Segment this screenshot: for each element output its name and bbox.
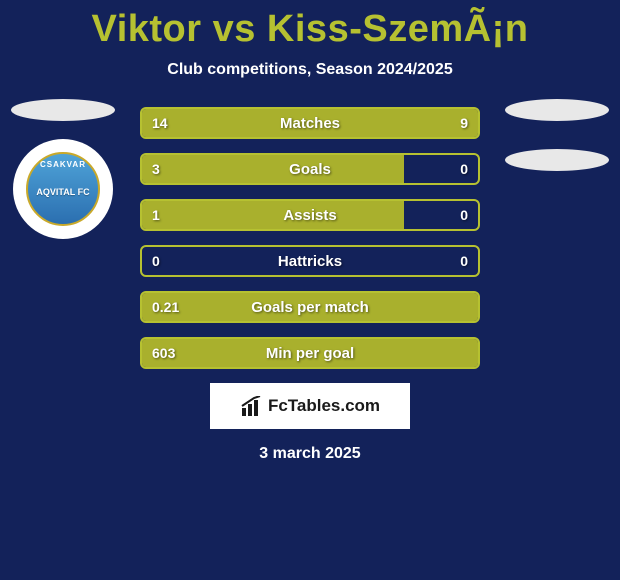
content-area: CSAKVAR AQVITAL FC 149Matches30Goals10As… (0, 107, 620, 369)
subtitle: Club competitions, Season 2024/2025 (0, 61, 620, 79)
bar-fill-left (142, 339, 478, 367)
stat-row: 603Min per goal (140, 337, 480, 369)
bar-fill-left (142, 293, 478, 321)
stat-value-left: 0.21 (152, 293, 179, 321)
club-badge-inner: CSAKVAR AQVITAL FC (26, 152, 100, 226)
page-title: Viktor vs Kiss-SzemÃ¡n (0, 0, 620, 51)
footer-brand-box: FcTables.com (210, 383, 410, 429)
stat-value-right: 0 (460, 201, 468, 229)
stat-label: Hattricks (142, 247, 478, 275)
stat-value-left: 3 (152, 155, 160, 183)
stat-value-left: 0 (152, 247, 160, 275)
bar-fill-left (142, 155, 404, 183)
chart-icon (240, 396, 264, 416)
stat-value-right: 0 (460, 247, 468, 275)
stats-bars: 149Matches30Goals10Assists00Hattricks0.2… (140, 107, 480, 369)
left-player-col: CSAKVAR AQVITAL FC (8, 99, 118, 239)
footer-brand-text: FcTables.com (268, 396, 380, 416)
stat-value-left: 603 (152, 339, 175, 367)
bar-fill-right (347, 109, 478, 137)
bar-fill-left (142, 201, 404, 229)
right-player-col (502, 99, 612, 171)
stat-value-left: 14 (152, 109, 168, 137)
stat-value-right: 9 (460, 109, 468, 137)
stat-value-right: 0 (460, 155, 468, 183)
club-badge-placeholder-right (505, 149, 609, 171)
bar-fill-left (142, 109, 347, 137)
footer-logo: FcTables.com (240, 396, 380, 416)
stat-row: 30Goals (140, 153, 480, 185)
badge-arc-text: CSAKVAR (40, 160, 86, 169)
club-badge-left: CSAKVAR AQVITAL FC (13, 139, 113, 239)
player-photo-placeholder-right (505, 99, 609, 121)
stat-row: 149Matches (140, 107, 480, 139)
stat-row: 0.21Goals per match (140, 291, 480, 323)
badge-main-text: AQVITAL FC (36, 187, 89, 197)
stat-value-left: 1 (152, 201, 160, 229)
stat-row: 10Assists (140, 199, 480, 231)
stat-row: 0 0Hattricks (140, 245, 480, 277)
date-text: 3 march 2025 (0, 445, 620, 463)
player-photo-placeholder-left (11, 99, 115, 121)
